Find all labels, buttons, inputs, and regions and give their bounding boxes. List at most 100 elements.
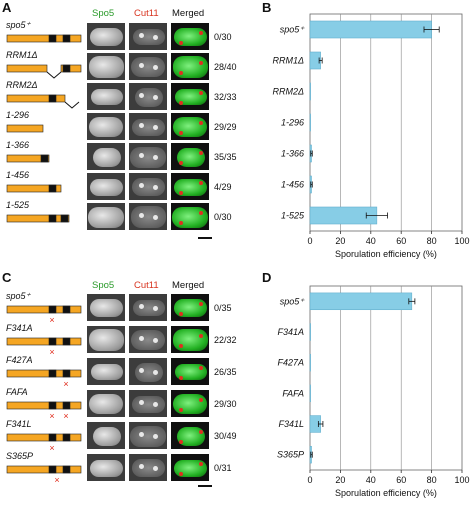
construct-schematic: × (6, 369, 82, 389)
cut11-micrograph (128, 22, 168, 51)
spo5-micrograph (86, 453, 126, 482)
spo5-micrograph (86, 82, 126, 111)
spo5-micrograph (86, 112, 126, 141)
construct-schematic (6, 64, 82, 79)
header-cut11-c: Cut11 (134, 280, 159, 291)
cut11-micrograph (128, 202, 168, 231)
construct-label: 1-366 (6, 140, 30, 150)
plot-frame (309, 285, 463, 471)
construct-label: 1-456 (6, 170, 30, 180)
header-merged-c: Merged (172, 280, 205, 291)
fraction-count: 32/33 (214, 92, 237, 102)
category-label: F427A (277, 358, 304, 368)
construct-label: S365P (6, 451, 34, 461)
chart-d: 0 20 40 60 80 100 spo5⁺ F341A F427A FAFA F341L S365… (277, 285, 470, 498)
x-axis-label: Sporulation efficiency (%) (335, 488, 437, 498)
construct-label: F341A (6, 323, 33, 333)
spo5-micrograph (86, 293, 126, 322)
construct-schematic: × (6, 433, 82, 453)
category-label: spo5⁺ (280, 25, 306, 35)
mutation-mark: × (54, 475, 59, 485)
construct-label: RRM2Δ (6, 80, 38, 90)
mutation-mark: × (49, 411, 54, 421)
construct-schematic: × (6, 465, 82, 485)
merged-micrograph (170, 172, 210, 201)
merged-micrograph (170, 52, 210, 81)
header-spo5-a: Spo5 (92, 8, 115, 19)
spo5-micrograph (86, 421, 126, 450)
merged-micrograph (170, 22, 210, 51)
cut11-micrograph (128, 142, 168, 171)
cut11-micrograph (128, 325, 168, 354)
bar (309, 323, 311, 341)
x-tick-label: 40 (366, 236, 376, 246)
construct-label: 1-296 (6, 110, 30, 120)
bar (309, 82, 311, 101)
cut11-micrograph (128, 112, 168, 141)
construct-label: spo5⁺ (6, 291, 31, 301)
spo5-micrograph (86, 22, 126, 51)
x-tick-label: 100 (454, 236, 469, 246)
mutation-mark: × (49, 443, 54, 453)
construct-schematic (6, 34, 82, 43)
spo5-micrograph (86, 172, 126, 201)
header-spo5-c: Spo5 (92, 280, 115, 291)
x-tick-label: 0 (307, 475, 312, 485)
merged-micrograph (170, 325, 210, 354)
x-tick-label: 80 (427, 236, 437, 246)
spo5-micrograph (86, 389, 126, 418)
bar (309, 113, 311, 132)
scale-bar-a (198, 237, 212, 239)
cut11-micrograph (128, 172, 168, 201)
category-label: 1-456 (281, 180, 304, 190)
x-tick-label: 60 (396, 475, 406, 485)
cut11-micrograph (128, 453, 168, 482)
fraction-count: 29/30 (214, 399, 237, 409)
spo5-micrograph (86, 357, 126, 386)
plot-frame (309, 13, 463, 232)
panel-letter-c: C (2, 270, 12, 285)
x-tick-label: 60 (396, 236, 406, 246)
construct-label: RRM1Δ (6, 50, 38, 60)
fraction-count: 0/35 (214, 303, 232, 313)
category-label: RRM1Δ (272, 56, 304, 66)
category-label: RRM2Δ (272, 87, 304, 97)
category-label: 1-296 (281, 118, 304, 128)
x-tick-label: 20 (335, 475, 345, 485)
fraction-count: 0/30 (214, 32, 232, 42)
spo5-micrograph (86, 325, 126, 354)
bar (309, 384, 311, 403)
merged-micrograph (170, 142, 210, 171)
construct-label: FAFA (6, 387, 28, 397)
panel-letter-b: B (262, 0, 272, 15)
fraction-count: 4/29 (214, 182, 232, 192)
mutation-mark: × (49, 315, 54, 325)
cut11-micrograph (128, 52, 168, 81)
panel-letter-a: A (2, 0, 12, 15)
category-label: F341L (278, 419, 304, 429)
bar (309, 353, 311, 372)
merged-micrograph (170, 82, 210, 111)
bar (309, 20, 432, 39)
merged-micrograph (170, 202, 210, 231)
category-label: FAFA (282, 388, 304, 398)
cut11-micrograph (128, 82, 168, 111)
fraction-count: 26/35 (214, 367, 237, 377)
x-tick-label: 0 (307, 236, 312, 246)
construct-schematic (6, 154, 50, 163)
construct-schematic: × (6, 337, 82, 357)
category-label: 1-525 (281, 211, 305, 221)
fraction-count: 29/29 (214, 122, 237, 132)
spo5-micrograph (86, 142, 126, 171)
chart-b: 0 20 40 60 80 100 spo5⁺ RRM1Δ RRM2Δ 1-296 1-366 1-4… (272, 13, 470, 259)
cut11-micrograph (128, 293, 168, 322)
merged-micrograph (170, 453, 210, 482)
category-label: 1-366 (281, 149, 304, 159)
x-tick-label: 100 (454, 475, 469, 485)
x-tick-label: 40 (366, 475, 376, 485)
construct-label: F427A (6, 355, 33, 365)
merged-micrograph (170, 293, 210, 322)
mutation-mark: × (63, 411, 68, 421)
merged-micrograph (170, 112, 210, 141)
header-cut11-a: Cut11 (134, 8, 159, 19)
